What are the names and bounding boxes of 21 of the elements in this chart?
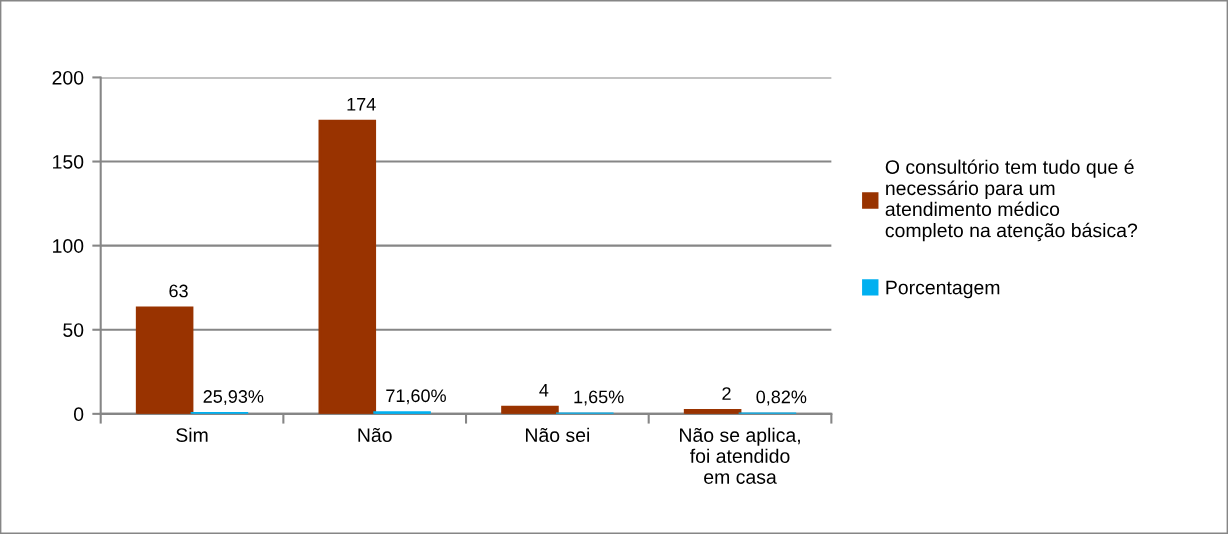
data-label: 2 <box>722 387 731 400</box>
data-label: 174 <box>347 98 376 111</box>
x-tick-label: Sim <box>176 427 208 443</box>
legend-label: O consultório tem tudo que é necessário para um atendimento médico completo na atenção básica? <box>885 159 1138 242</box>
x-tick-label: Não <box>358 427 392 443</box>
data-label: 25,93% <box>203 390 264 406</box>
legend-label: Porcentagem <box>886 280 1000 299</box>
data-label: 1,65% <box>574 390 624 406</box>
x-tick-label: Não se aplica, foi atendido em casa <box>680 427 800 484</box>
x-tick-label: Não sei <box>525 427 590 443</box>
bar <box>135 306 194 414</box>
y-tick-label: 50 <box>63 323 84 337</box>
data-label: 63 <box>169 284 188 298</box>
y-tick-label: 150 <box>53 155 84 169</box>
data-label: 0,82% <box>756 390 807 406</box>
y-tick-label: 200 <box>52 70 84 85</box>
data-label: 71,60% <box>386 389 446 405</box>
y-tick-label: 100 <box>53 239 84 253</box>
data-label: 4 <box>539 384 549 397</box>
bar <box>318 119 377 414</box>
y-tick-label: 0 <box>73 407 84 422</box>
